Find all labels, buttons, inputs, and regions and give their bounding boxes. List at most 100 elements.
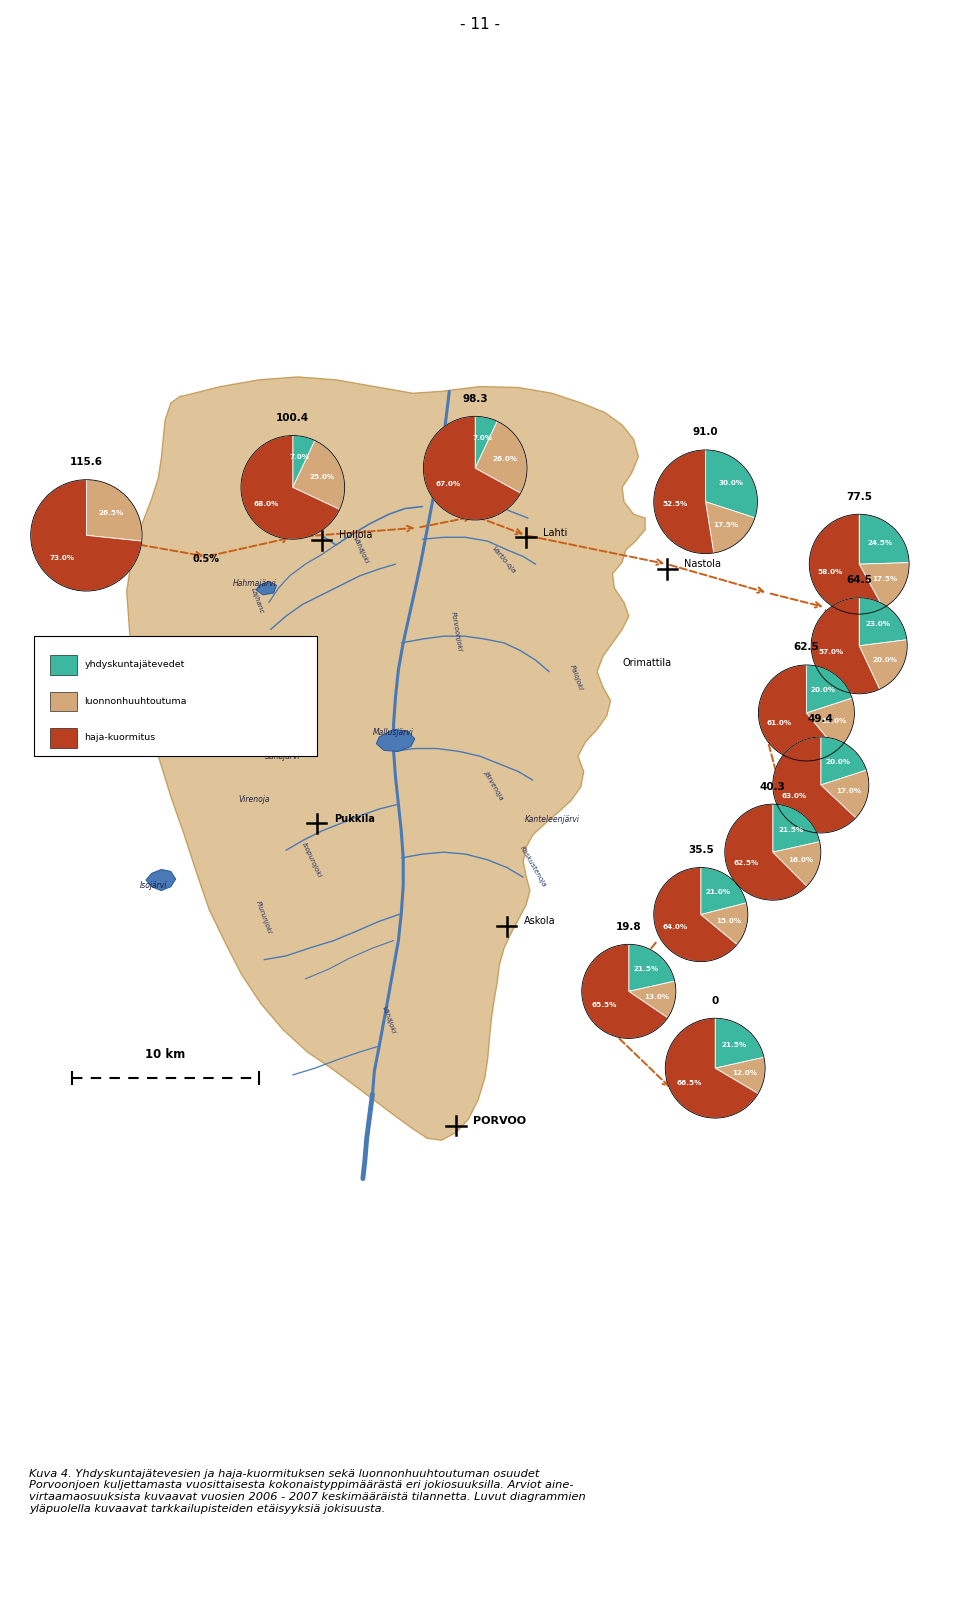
Text: Isojärvi: Isojärvi	[140, 881, 167, 891]
Text: Lajhanc: Lajhanc	[250, 588, 265, 615]
Text: Porvoonjoki: Porvoonjoki	[449, 610, 463, 652]
Wedge shape	[475, 417, 497, 467]
Polygon shape	[127, 377, 645, 1141]
Text: 49.4: 49.4	[808, 714, 833, 724]
Wedge shape	[241, 435, 340, 539]
Text: 24.5%: 24.5%	[868, 540, 893, 545]
Wedge shape	[629, 982, 676, 1018]
Text: 66.5%: 66.5%	[677, 1079, 702, 1086]
Text: 23.0%: 23.0%	[866, 622, 891, 626]
Wedge shape	[706, 450, 757, 518]
Wedge shape	[701, 902, 748, 945]
Wedge shape	[821, 737, 867, 786]
Text: 57.0%: 57.0%	[819, 649, 844, 656]
Text: 62.5: 62.5	[794, 643, 819, 652]
Polygon shape	[256, 581, 276, 596]
Text: Järvenoja: Järvenoja	[484, 769, 505, 800]
Text: 100.4: 100.4	[276, 414, 309, 424]
Polygon shape	[376, 729, 415, 751]
Text: 19.0%: 19.0%	[822, 717, 847, 724]
Wedge shape	[806, 698, 854, 750]
Text: 35.5: 35.5	[688, 846, 713, 855]
Text: 30.0%: 30.0%	[718, 480, 743, 487]
Text: Sahajärvi: Sahajärvi	[266, 751, 300, 761]
Text: 19.8: 19.8	[616, 922, 641, 932]
Text: Orimattila: Orimattila	[622, 657, 671, 669]
Wedge shape	[859, 514, 909, 565]
Text: 17.5%: 17.5%	[873, 576, 898, 583]
Text: 40.3: 40.3	[760, 782, 785, 792]
Text: 91.0: 91.0	[693, 427, 718, 438]
Text: 67.0%: 67.0%	[436, 480, 461, 487]
Bar	[50, 656, 77, 675]
Text: haja-kuormitus: haja-kuormitus	[84, 734, 156, 742]
Text: 21.5%: 21.5%	[721, 1042, 747, 1048]
Text: 10 km: 10 km	[146, 1047, 185, 1060]
Text: 17.0%: 17.0%	[836, 789, 861, 794]
Text: Piurunjoki: Piurunjoki	[255, 901, 273, 935]
Text: 7.0%: 7.0%	[472, 435, 492, 441]
Wedge shape	[629, 945, 675, 992]
Wedge shape	[773, 737, 855, 833]
Text: 68.0%: 68.0%	[253, 502, 279, 506]
Wedge shape	[582, 945, 668, 1039]
Text: Mallusjärvi: Mallusjärvi	[373, 727, 414, 737]
Text: Pukkila: Pukkila	[334, 813, 375, 823]
Text: Vartio-oja: Vartio-oja	[491, 545, 517, 575]
Text: 12.0%: 12.0%	[732, 1070, 757, 1076]
Text: Hahmajärvi: Hahmajärvi	[232, 579, 276, 588]
Wedge shape	[86, 480, 142, 540]
Wedge shape	[654, 868, 737, 961]
Text: - 11 -: - 11 -	[460, 16, 500, 32]
Text: 17.5%: 17.5%	[713, 523, 738, 529]
Text: 63.0%: 63.0%	[781, 794, 807, 800]
Text: 0: 0	[711, 997, 719, 1006]
Text: 0.5%: 0.5%	[193, 555, 220, 565]
Text: 61.0%: 61.0%	[767, 719, 792, 725]
Wedge shape	[475, 422, 527, 493]
Wedge shape	[809, 514, 883, 613]
Wedge shape	[758, 665, 837, 761]
Text: 20.0%: 20.0%	[872, 657, 897, 662]
Wedge shape	[31, 480, 142, 591]
Text: 98.3: 98.3	[463, 394, 488, 404]
Text: 64.0%: 64.0%	[662, 923, 687, 930]
Text: Askola: Askola	[524, 917, 556, 927]
Wedge shape	[293, 440, 345, 510]
Wedge shape	[725, 803, 806, 901]
Text: 62.5%: 62.5%	[733, 860, 758, 867]
Text: Nastola: Nastola	[684, 560, 722, 570]
Text: 21.5%: 21.5%	[634, 966, 659, 972]
Polygon shape	[146, 870, 176, 891]
Text: Vähäjoki: Vähäjoki	[381, 1005, 396, 1035]
Text: Palojoki: Palojoki	[568, 664, 584, 691]
Text: yhdyskuntajätevedet: yhdyskuntajätevedet	[84, 661, 185, 669]
Text: Koskustenoja: Koskustenoja	[518, 846, 547, 888]
Text: 20.0%: 20.0%	[811, 687, 836, 693]
Text: Lahti: Lahti	[543, 527, 567, 537]
Wedge shape	[701, 868, 746, 915]
Wedge shape	[665, 1018, 758, 1118]
Text: Kanteleenjärvi: Kanteleenjärvi	[524, 815, 580, 824]
Wedge shape	[806, 665, 852, 712]
Text: Kuva 4. Yhdyskuntajätevesien ja haja-kuormituksen sekä luonnonhuuhtoutuman osuud: Kuva 4. Yhdyskuntajätevesien ja haja-kuo…	[29, 1469, 586, 1514]
Text: 16.0%: 16.0%	[788, 857, 813, 863]
Wedge shape	[859, 597, 907, 646]
Text: Virenoja: Virenoja	[239, 795, 270, 803]
Wedge shape	[715, 1018, 764, 1068]
FancyBboxPatch shape	[34, 636, 317, 756]
Text: 77.5: 77.5	[846, 492, 873, 502]
Text: PORVOO: PORVOO	[473, 1117, 526, 1126]
Wedge shape	[821, 771, 869, 818]
Wedge shape	[773, 803, 820, 852]
Text: 115.6: 115.6	[70, 458, 103, 467]
Wedge shape	[859, 563, 909, 609]
Text: 21.5%: 21.5%	[779, 826, 804, 833]
Text: 7.0%: 7.0%	[290, 454, 309, 459]
Text: 21.0%: 21.0%	[706, 889, 731, 896]
Wedge shape	[423, 417, 520, 519]
Text: 25.0%: 25.0%	[309, 474, 335, 480]
Wedge shape	[715, 1057, 765, 1094]
Text: Hollola: Hollola	[339, 531, 372, 540]
Wedge shape	[859, 639, 907, 690]
